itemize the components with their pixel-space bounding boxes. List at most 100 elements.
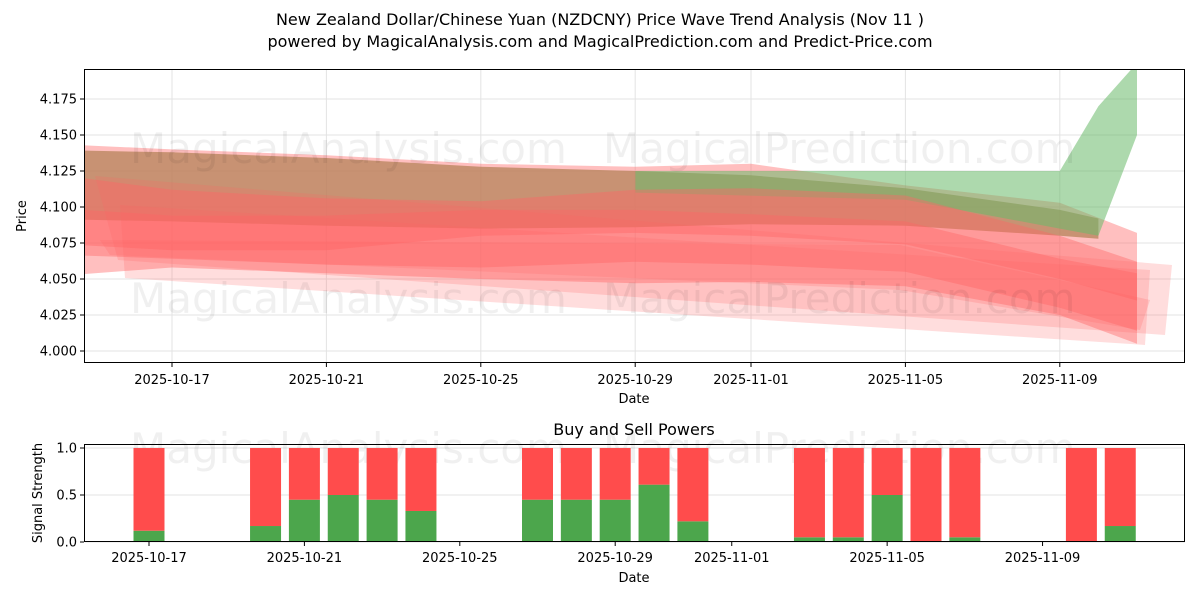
price-x-label: Date xyxy=(618,392,649,407)
y-tick-label: 4.050 xyxy=(40,273,77,288)
y-tick-label: 4.025 xyxy=(40,309,77,324)
y-tick-label: 4.175 xyxy=(40,93,77,108)
signal-bar-2025-10-22 xyxy=(327,448,359,542)
buy-bar xyxy=(288,499,320,542)
signal-bar-2025-11-04 xyxy=(832,448,864,542)
y-tick-label: 4.150 xyxy=(40,129,77,144)
price-wave-bands xyxy=(85,70,1172,345)
signal-bar-2025-10-17 xyxy=(133,448,165,542)
sell-bar xyxy=(910,448,942,542)
wave-band-overlay xyxy=(120,205,1150,345)
y-tick-label: 0.0 xyxy=(56,536,77,551)
buy-bar xyxy=(677,521,709,542)
price-plot-frame xyxy=(84,69,1185,363)
sell-bar xyxy=(638,448,670,485)
signal-bar-2025-10-23 xyxy=(366,448,398,542)
x-tick-label: 2025-10-29 xyxy=(597,373,673,388)
buy-bar xyxy=(327,495,359,542)
signal-bar-2025-10-31 xyxy=(677,448,709,542)
y-tick-label: 4.125 xyxy=(40,165,77,180)
buy-bar xyxy=(871,495,903,542)
x-tick-label: 2025-10-25 xyxy=(443,373,519,388)
signal-x-label: Date xyxy=(618,571,649,586)
signal-plot: Buy and Sell Powers MagicalAnalysis.com … xyxy=(31,420,1185,586)
wave-band-overlay xyxy=(100,240,1150,330)
watermark-prediction: MagicalPrediction.com xyxy=(603,274,1076,323)
sell-bar xyxy=(793,448,825,538)
buy-bar xyxy=(560,499,592,542)
buy-bar xyxy=(522,499,553,542)
x-tick-label: 2025-10-29 xyxy=(577,551,653,566)
buy-bar xyxy=(405,510,437,542)
signal-bar-2025-10-20 xyxy=(250,448,282,542)
wave-band-green-forecast xyxy=(635,70,1137,236)
chart-subtitle: powered by MagicalAnalysis.com and Magic… xyxy=(267,32,933,51)
buy-bar xyxy=(1104,526,1136,542)
signal-bar-2025-10-28 xyxy=(560,448,592,542)
buy-bar xyxy=(133,530,165,542)
wave-band-red-2 xyxy=(85,209,1137,331)
buy-bar xyxy=(832,537,864,542)
signal-plot-frame xyxy=(84,444,1185,542)
sell-bar xyxy=(250,448,282,527)
signal-bar-2025-10-24 xyxy=(405,448,437,542)
x-tick-label: 2025-10-25 xyxy=(422,551,498,566)
wave-band-upper-brown xyxy=(85,150,1099,239)
buy-bar xyxy=(599,499,631,542)
price-watermarks: MagicalAnalysis.com MagicalPrediction.co… xyxy=(130,124,1076,323)
signal-bar-2025-11-11 xyxy=(1104,448,1136,542)
price-plot: MagicalAnalysis.com MagicalPrediction.co… xyxy=(15,69,1185,407)
watermark-analysis: MagicalAnalysis.com xyxy=(130,274,567,323)
signal-bar-2025-11-06 xyxy=(910,448,942,542)
signal-bar-2025-10-21 xyxy=(288,448,320,542)
x-tick-label: 2025-11-05 xyxy=(868,373,944,388)
price-y-axis: 4.000 4.025 4.050 4.075 4.100 4.125 4.150 4.175 xyxy=(40,93,84,360)
y-tick-label: 4.075 xyxy=(40,237,77,252)
sell-bar xyxy=(405,448,437,511)
signal-title: Buy and Sell Powers xyxy=(553,420,715,439)
sell-bar xyxy=(560,448,592,500)
sell-bar xyxy=(1065,448,1097,542)
x-tick-label: 2025-10-17 xyxy=(134,373,210,388)
y-tick-label: 4.000 xyxy=(40,345,77,360)
signal-x-axis: 2025-10-17 2025-10-21 2025-10-25 2025-10-29… xyxy=(111,542,1080,566)
signal-bars xyxy=(133,448,1136,542)
buy-bar xyxy=(250,526,282,542)
signal-bar-2025-10-30 xyxy=(638,448,670,542)
price-y-label: Price xyxy=(15,200,30,232)
sell-bar xyxy=(871,448,903,495)
signal-bar-2025-11-10 xyxy=(1065,448,1097,542)
y-tick-label: 4.100 xyxy=(40,201,77,216)
y-tick-label: 1.0 xyxy=(56,442,77,457)
signal-bar-2025-10-29 xyxy=(599,448,631,542)
x-tick-label: 2025-11-01 xyxy=(694,551,770,566)
y-tick-label: 0.5 xyxy=(56,489,77,504)
buy-bar xyxy=(638,484,670,542)
x-tick-label: 2025-10-21 xyxy=(267,551,343,566)
buy-bar xyxy=(949,537,981,542)
sell-bar xyxy=(133,448,165,531)
signal-bar-2025-11-05 xyxy=(871,448,903,542)
x-tick-label: 2025-10-17 xyxy=(111,551,187,566)
x-tick-label: 2025-11-09 xyxy=(1005,551,1081,566)
buy-bar xyxy=(793,537,825,542)
signal-y-label: Signal Strength xyxy=(31,443,46,543)
x-tick-label: 2025-11-09 xyxy=(1022,373,1098,388)
wave-band-red-1 xyxy=(85,178,1137,301)
signal-bar-2025-11-07 xyxy=(949,448,981,542)
x-tick-label: 2025-11-01 xyxy=(713,373,789,388)
wave-band-overlay xyxy=(95,176,1172,335)
sell-bar xyxy=(599,448,631,500)
sell-bar xyxy=(522,448,553,500)
signal-bar-2025-11-03 xyxy=(793,448,825,542)
sell-bar xyxy=(949,448,981,538)
sell-bar xyxy=(366,448,398,500)
sell-bar xyxy=(677,448,709,522)
signal-y-axis: 0.0 0.5 1.0 xyxy=(56,442,84,551)
sell-bar xyxy=(327,448,359,495)
watermark-analysis: MagicalAnalysis.com xyxy=(130,124,567,173)
sell-bar xyxy=(288,448,320,500)
price-x-axis: 2025-10-17 2025-10-21 2025-10-25 2025-10-29… xyxy=(134,363,1098,388)
x-tick-label: 2025-11-05 xyxy=(849,551,925,566)
